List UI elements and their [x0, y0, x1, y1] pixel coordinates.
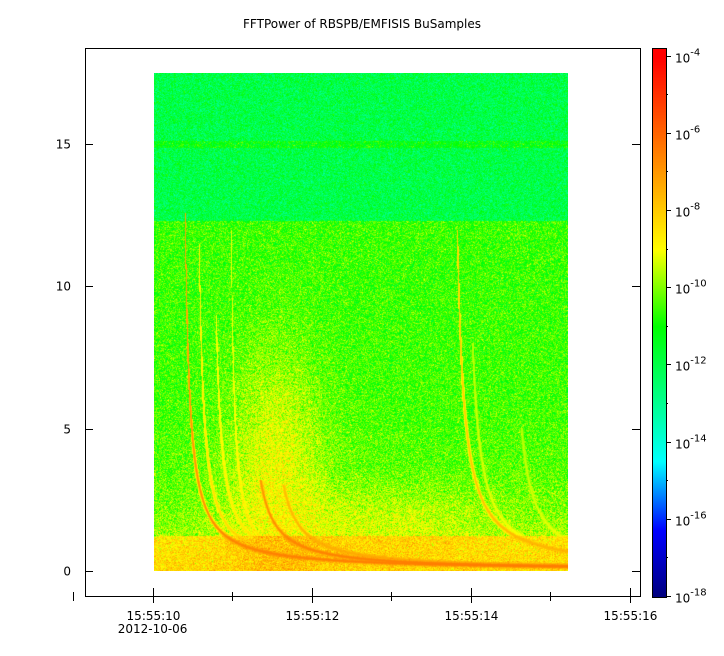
x-tick-label: 15:55:14: [445, 609, 499, 623]
colorbar-tick-exponent: -10: [690, 279, 706, 290]
colorbar-tick-label: 10-18: [675, 588, 707, 606]
colorbar: [652, 48, 667, 598]
colorbar-tick-label: 10-8: [675, 202, 700, 220]
colorbar-tick-label: 10-6: [675, 125, 700, 143]
x-date-label: 2012-10-06: [118, 622, 188, 636]
colorbar-tick-label: 10-16: [675, 511, 707, 529]
colorbar-tick-exponent: -18: [690, 588, 706, 599]
y-tick-label: 0: [63, 565, 71, 579]
y-tick-label: 5: [63, 423, 71, 437]
y-tick-label: 15: [56, 138, 71, 152]
colorbar-tick-label: 10-4: [675, 48, 700, 66]
colorbar-tick-exponent: -16: [690, 511, 706, 522]
colorbar-tick-exponent: -6: [690, 125, 700, 136]
x-tick-label: 15:55:10: [127, 609, 181, 623]
x-tick-label: 15:55:12: [286, 609, 340, 623]
x-tick-label: 15:55:16: [604, 609, 658, 623]
colorbar-tick-exponent: -8: [690, 202, 700, 213]
plot-frame: [85, 48, 641, 597]
colorbar-tick-label: 10-12: [675, 356, 707, 374]
colorbar-tick-exponent: -12: [690, 356, 706, 367]
y-tick-label: 10: [56, 280, 71, 294]
spectrogram-heatmap: [154, 73, 568, 571]
colorbar-tick-label: 10-10: [675, 279, 707, 297]
colorbar-tick-exponent: -4: [690, 48, 700, 59]
chart-title: FFTPower of RBSPB/EMFISIS BuSamples: [243, 17, 481, 31]
colorbar-tick-exponent: -14: [690, 434, 706, 445]
colorbar-tick-label: 10-14: [675, 434, 707, 452]
